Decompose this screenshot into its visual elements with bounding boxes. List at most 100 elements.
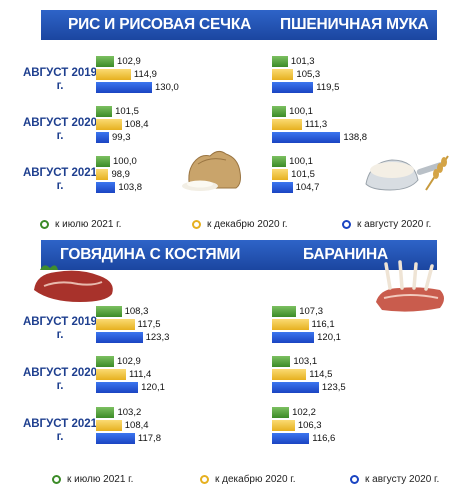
bar-july-2021 bbox=[272, 407, 290, 418]
bar-december-2020 bbox=[272, 119, 302, 130]
bar-august-2020 bbox=[96, 382, 139, 393]
bar-july-2021 bbox=[272, 156, 287, 167]
lamb-chops-picture bbox=[376, 260, 444, 312]
bar-value-label: 100,1 bbox=[289, 106, 313, 117]
bar-december-2020 bbox=[96, 119, 122, 130]
chart-title-flour: ПШЕНИЧНАЯ МУКА bbox=[280, 16, 429, 33]
bar-august-2020 bbox=[272, 332, 315, 343]
bar-value-label: 130,0 bbox=[155, 82, 179, 93]
section-header-top bbox=[41, 10, 437, 40]
bar-value-label: 107,3 bbox=[299, 306, 323, 317]
bar-value-label: 102,9 bbox=[117, 56, 141, 67]
bar-value-label: 108,4 bbox=[124, 119, 149, 130]
section-header-bottom bbox=[41, 240, 437, 270]
bar-value-label: 116,1 bbox=[311, 319, 335, 330]
bar-value-label: 101,3 bbox=[290, 56, 315, 67]
bar-december-2020 bbox=[96, 169, 109, 180]
bar-december-2020 bbox=[272, 69, 294, 80]
bar-value-label: 108,4 bbox=[124, 420, 149, 431]
green-dot-icon bbox=[40, 219, 49, 229]
row-label: АВГУСТ 2020 г. bbox=[22, 117, 98, 142]
bar-july-2021 bbox=[96, 356, 115, 367]
bar-value-label: 98,9 bbox=[111, 169, 130, 180]
bar-december-2020 bbox=[96, 69, 131, 80]
bar-value-label: 104,7 bbox=[295, 182, 320, 193]
bar-value-label: 119,5 bbox=[316, 82, 340, 93]
bar-value-label: 103,1 bbox=[293, 356, 318, 367]
bar-august-2020 bbox=[96, 332, 143, 343]
flour-scoop-picture bbox=[365, 155, 449, 191]
legend-bottom: к июлю 2021 г. к декабрю 2020 г. к авгус… bbox=[52, 471, 472, 487]
bar-value-label: 108,3 bbox=[124, 306, 149, 317]
row-label: АВГУСТ 2020 г. bbox=[22, 367, 98, 392]
legend-item-july: к июлю 2021 г. bbox=[40, 216, 121, 232]
rice-sack-picture bbox=[182, 150, 241, 191]
bar-value-label: 106,3 bbox=[297, 420, 322, 431]
bar-value-label: 117,5 bbox=[137, 319, 161, 330]
bar-july-2021 bbox=[272, 106, 287, 117]
bar-december-2020 bbox=[272, 420, 295, 431]
bar-value-label: 102,9 bbox=[117, 356, 141, 367]
bar-august-2020 bbox=[272, 382, 319, 393]
legend-top: к июлю 2021 г. к декабрю 2020 г. к авгус… bbox=[40, 216, 460, 232]
legend-label: к декабрю 2020 г. bbox=[207, 218, 288, 230]
beef-picture bbox=[34, 265, 113, 302]
legend-item-december: к декабрю 2020 г. bbox=[192, 216, 288, 232]
legend-label: к июлю 2021 г. bbox=[67, 473, 134, 485]
blue-dot-icon bbox=[350, 474, 359, 484]
bar-december-2020 bbox=[272, 369, 307, 380]
row-label: АВГУСТ 2019 г. bbox=[22, 67, 98, 92]
green-dot-icon bbox=[52, 474, 61, 484]
chart-title-lamb: БАРАНИНА bbox=[303, 246, 389, 263]
bar-value-label: 138,8 bbox=[343, 132, 368, 143]
chart-title-rice: РИС И РИСОВАЯ СЕЧКА bbox=[68, 16, 252, 33]
row-label: АВГУСТ 2021 г. bbox=[22, 167, 98, 192]
bar-july-2021 bbox=[272, 356, 291, 367]
bar-august-2020 bbox=[96, 132, 110, 143]
legend-label: к июлю 2021 г. bbox=[55, 218, 122, 230]
bar-value-label: 120,1 bbox=[141, 382, 165, 393]
bar-december-2020 bbox=[96, 319, 135, 330]
bar-july-2021 bbox=[272, 306, 297, 317]
legend-label: к августу 2020 г. bbox=[365, 473, 440, 485]
bar-july-2021 bbox=[96, 106, 113, 117]
legend-item-july: к июлю 2021 г. bbox=[52, 471, 133, 487]
bar-value-label: 101,5 bbox=[291, 169, 315, 180]
yellow-dot-icon bbox=[200, 474, 209, 484]
bar-august-2020 bbox=[96, 433, 135, 444]
bar-value-label: 100,1 bbox=[289, 156, 313, 167]
bar-value-label: 114,5 bbox=[309, 369, 333, 380]
bar-july-2021 bbox=[96, 306, 122, 317]
bar-july-2021 bbox=[96, 56, 115, 67]
bar-value-label: 101,5 bbox=[115, 106, 139, 117]
bar-value-label: 123,3 bbox=[145, 332, 170, 343]
bar-value-label: 114,9 bbox=[133, 69, 157, 80]
bar-december-2020 bbox=[272, 319, 309, 330]
bar-july-2021 bbox=[272, 56, 288, 67]
legend-item-august: к августу 2020 г. bbox=[342, 216, 431, 232]
bar-value-label: 105,3 bbox=[296, 69, 321, 80]
bar-july-2021 bbox=[96, 407, 115, 418]
legend-label: к декабрю 2020 г. bbox=[215, 473, 296, 485]
bar-august-2020 bbox=[272, 82, 314, 93]
bar-july-2021 bbox=[96, 156, 110, 167]
legend-item-august: к августу 2020 г. bbox=[350, 471, 439, 487]
bar-august-2020 bbox=[96, 82, 152, 93]
bar-december-2020 bbox=[96, 420, 122, 431]
bar-august-2020 bbox=[272, 132, 341, 143]
yellow-dot-icon bbox=[192, 219, 201, 229]
blue-dot-icon bbox=[342, 219, 351, 229]
bar-value-label: 111,3 bbox=[304, 119, 328, 130]
bar-value-label: 117,8 bbox=[137, 433, 161, 444]
bar-value-label: 102,2 bbox=[292, 407, 316, 418]
bar-august-2020 bbox=[272, 433, 310, 444]
bar-december-2020 bbox=[96, 369, 126, 380]
bar-value-label: 103,2 bbox=[117, 407, 142, 418]
chart-title-beef: ГОВЯДИНА С КОСТЯМИ bbox=[60, 246, 241, 263]
bar-value-label: 123,5 bbox=[321, 382, 346, 393]
bar-august-2020 bbox=[272, 182, 293, 193]
bar-value-label: 103,8 bbox=[118, 182, 143, 193]
legend-label: к августу 2020 г. bbox=[357, 218, 432, 230]
row-label: АВГУСТ 2021 г. bbox=[22, 418, 98, 443]
bar-value-label: 99,3 bbox=[112, 132, 131, 143]
